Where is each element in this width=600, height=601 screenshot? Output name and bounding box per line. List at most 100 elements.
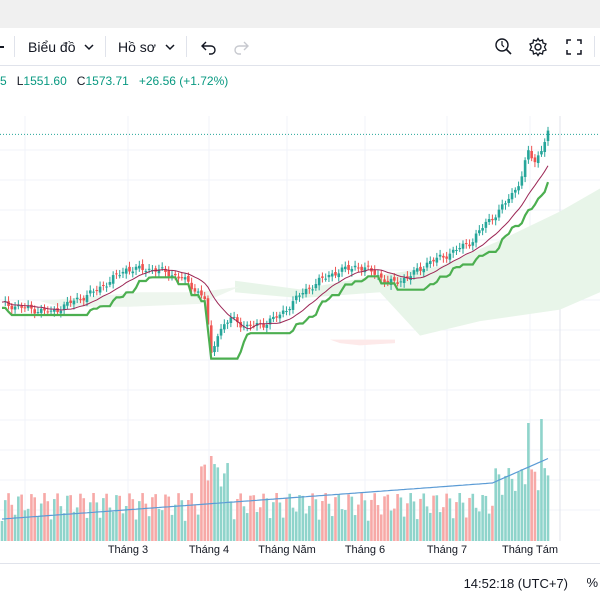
volume-bar bbox=[200, 466, 203, 541]
volume-bar bbox=[527, 423, 530, 541]
candle-body bbox=[311, 289, 314, 291]
volume-bar bbox=[494, 468, 497, 541]
ohlc-close-value: 1573.71 bbox=[85, 74, 129, 88]
candle-body bbox=[366, 265, 370, 267]
fullscreen-button[interactable] bbox=[565, 28, 583, 65]
volume-bar bbox=[79, 493, 82, 541]
chevron-down-icon bbox=[165, 43, 175, 50]
volume-bar bbox=[98, 517, 102, 541]
candle-body bbox=[507, 198, 511, 203]
x-axis-label: Tháng 6 bbox=[344, 544, 386, 556]
candle-body bbox=[298, 295, 301, 297]
candle-body bbox=[98, 286, 102, 293]
volume-bar bbox=[69, 495, 72, 541]
candle-body bbox=[180, 277, 184, 279]
candle-body bbox=[177, 276, 180, 279]
candle-body bbox=[406, 276, 409, 279]
chart-type-menu[interactable]: Biểu đồ bbox=[28, 28, 95, 65]
volume-bar bbox=[196, 514, 200, 541]
candle-body bbox=[327, 274, 331, 278]
candle-body bbox=[69, 300, 72, 303]
volume-bar bbox=[46, 501, 50, 541]
candle-body bbox=[206, 298, 210, 325]
x-axis-label: Tháng 4 bbox=[188, 544, 230, 556]
candle-body bbox=[334, 272, 337, 276]
candle-body bbox=[389, 278, 393, 285]
volume-bar bbox=[108, 507, 112, 541]
candle-body bbox=[510, 192, 514, 200]
volume-bar bbox=[409, 493, 412, 541]
volume-bar bbox=[223, 473, 226, 541]
volume-bar bbox=[39, 503, 43, 541]
volume-bar bbox=[428, 512, 432, 541]
volume-bar bbox=[7, 493, 10, 541]
volume-bar bbox=[357, 504, 360, 541]
candle-body bbox=[33, 309, 36, 314]
volume-bar bbox=[33, 497, 36, 541]
undo-button[interactable] bbox=[200, 28, 218, 65]
alert-button[interactable] bbox=[494, 28, 514, 65]
volume-bar bbox=[209, 456, 213, 541]
volume-bar bbox=[546, 475, 550, 541]
volume-bar bbox=[265, 498, 269, 541]
volume-bar bbox=[242, 506, 246, 541]
volume-bar bbox=[59, 506, 63, 541]
volume-bar bbox=[23, 510, 27, 541]
volume-bar bbox=[530, 469, 533, 541]
candle-body bbox=[419, 266, 422, 271]
candle-body bbox=[409, 276, 412, 280]
volume-bar bbox=[105, 493, 108, 541]
candle-body bbox=[514, 189, 517, 193]
volume-bar bbox=[239, 493, 242, 541]
x-axis-label: Tháng 3 bbox=[107, 544, 149, 556]
candle-body bbox=[386, 280, 390, 284]
candle-body bbox=[82, 298, 86, 301]
candle-body bbox=[500, 204, 504, 210]
candle-body bbox=[209, 325, 213, 353]
volume-bar bbox=[294, 511, 298, 541]
redo-button[interactable] bbox=[232, 28, 250, 65]
percent-scale-toggle[interactable]: % bbox=[586, 575, 598, 590]
x-axis-label: Tháng 7 bbox=[426, 544, 468, 556]
candle-body bbox=[13, 306, 17, 310]
candle-body bbox=[301, 293, 305, 295]
volume-bar bbox=[151, 497, 154, 541]
candle-body bbox=[144, 271, 148, 273]
volume-bar bbox=[317, 519, 321, 541]
profile-menu[interactable]: Hồ sơ bbox=[118, 28, 176, 65]
candle-body bbox=[383, 279, 386, 283]
volume-bar bbox=[324, 493, 327, 541]
candle-body bbox=[530, 150, 533, 159]
chart-type-label: Biểu đồ bbox=[28, 38, 76, 55]
volume-bar bbox=[321, 501, 324, 541]
price-chart[interactable] bbox=[0, 116, 600, 541]
volume-bar bbox=[487, 513, 491, 541]
clock-readout[interactable]: 14:52:18 (UTC+7) bbox=[463, 576, 568, 591]
volume-bar bbox=[147, 516, 151, 541]
candle-body bbox=[249, 324, 252, 326]
candle-body bbox=[340, 267, 344, 272]
alert-icon bbox=[495, 37, 512, 55]
chevron-down-icon bbox=[84, 43, 95, 50]
candle-body bbox=[72, 300, 76, 305]
volume-bar bbox=[504, 475, 507, 541]
volume-bar bbox=[258, 507, 262, 541]
browser-top-strip bbox=[0, 0, 600, 28]
volume-bar bbox=[131, 499, 135, 541]
settings-button[interactable] bbox=[528, 28, 548, 65]
volume-bar bbox=[272, 502, 275, 541]
candle-body bbox=[39, 308, 43, 313]
fullscreen-icon bbox=[566, 38, 582, 55]
volume-bar bbox=[187, 500, 190, 541]
candle-body bbox=[245, 324, 249, 327]
volume-bar bbox=[373, 493, 377, 541]
volume-bar bbox=[180, 500, 184, 541]
x-axis-label: Tháng Tám bbox=[501, 544, 559, 556]
volume-bar bbox=[435, 495, 439, 541]
candle-body bbox=[288, 309, 292, 311]
volume-bar bbox=[347, 494, 350, 541]
volume-bar bbox=[327, 503, 331, 541]
volume-bar bbox=[458, 493, 462, 541]
volume-bar bbox=[219, 486, 223, 541]
candle-body bbox=[20, 305, 23, 308]
